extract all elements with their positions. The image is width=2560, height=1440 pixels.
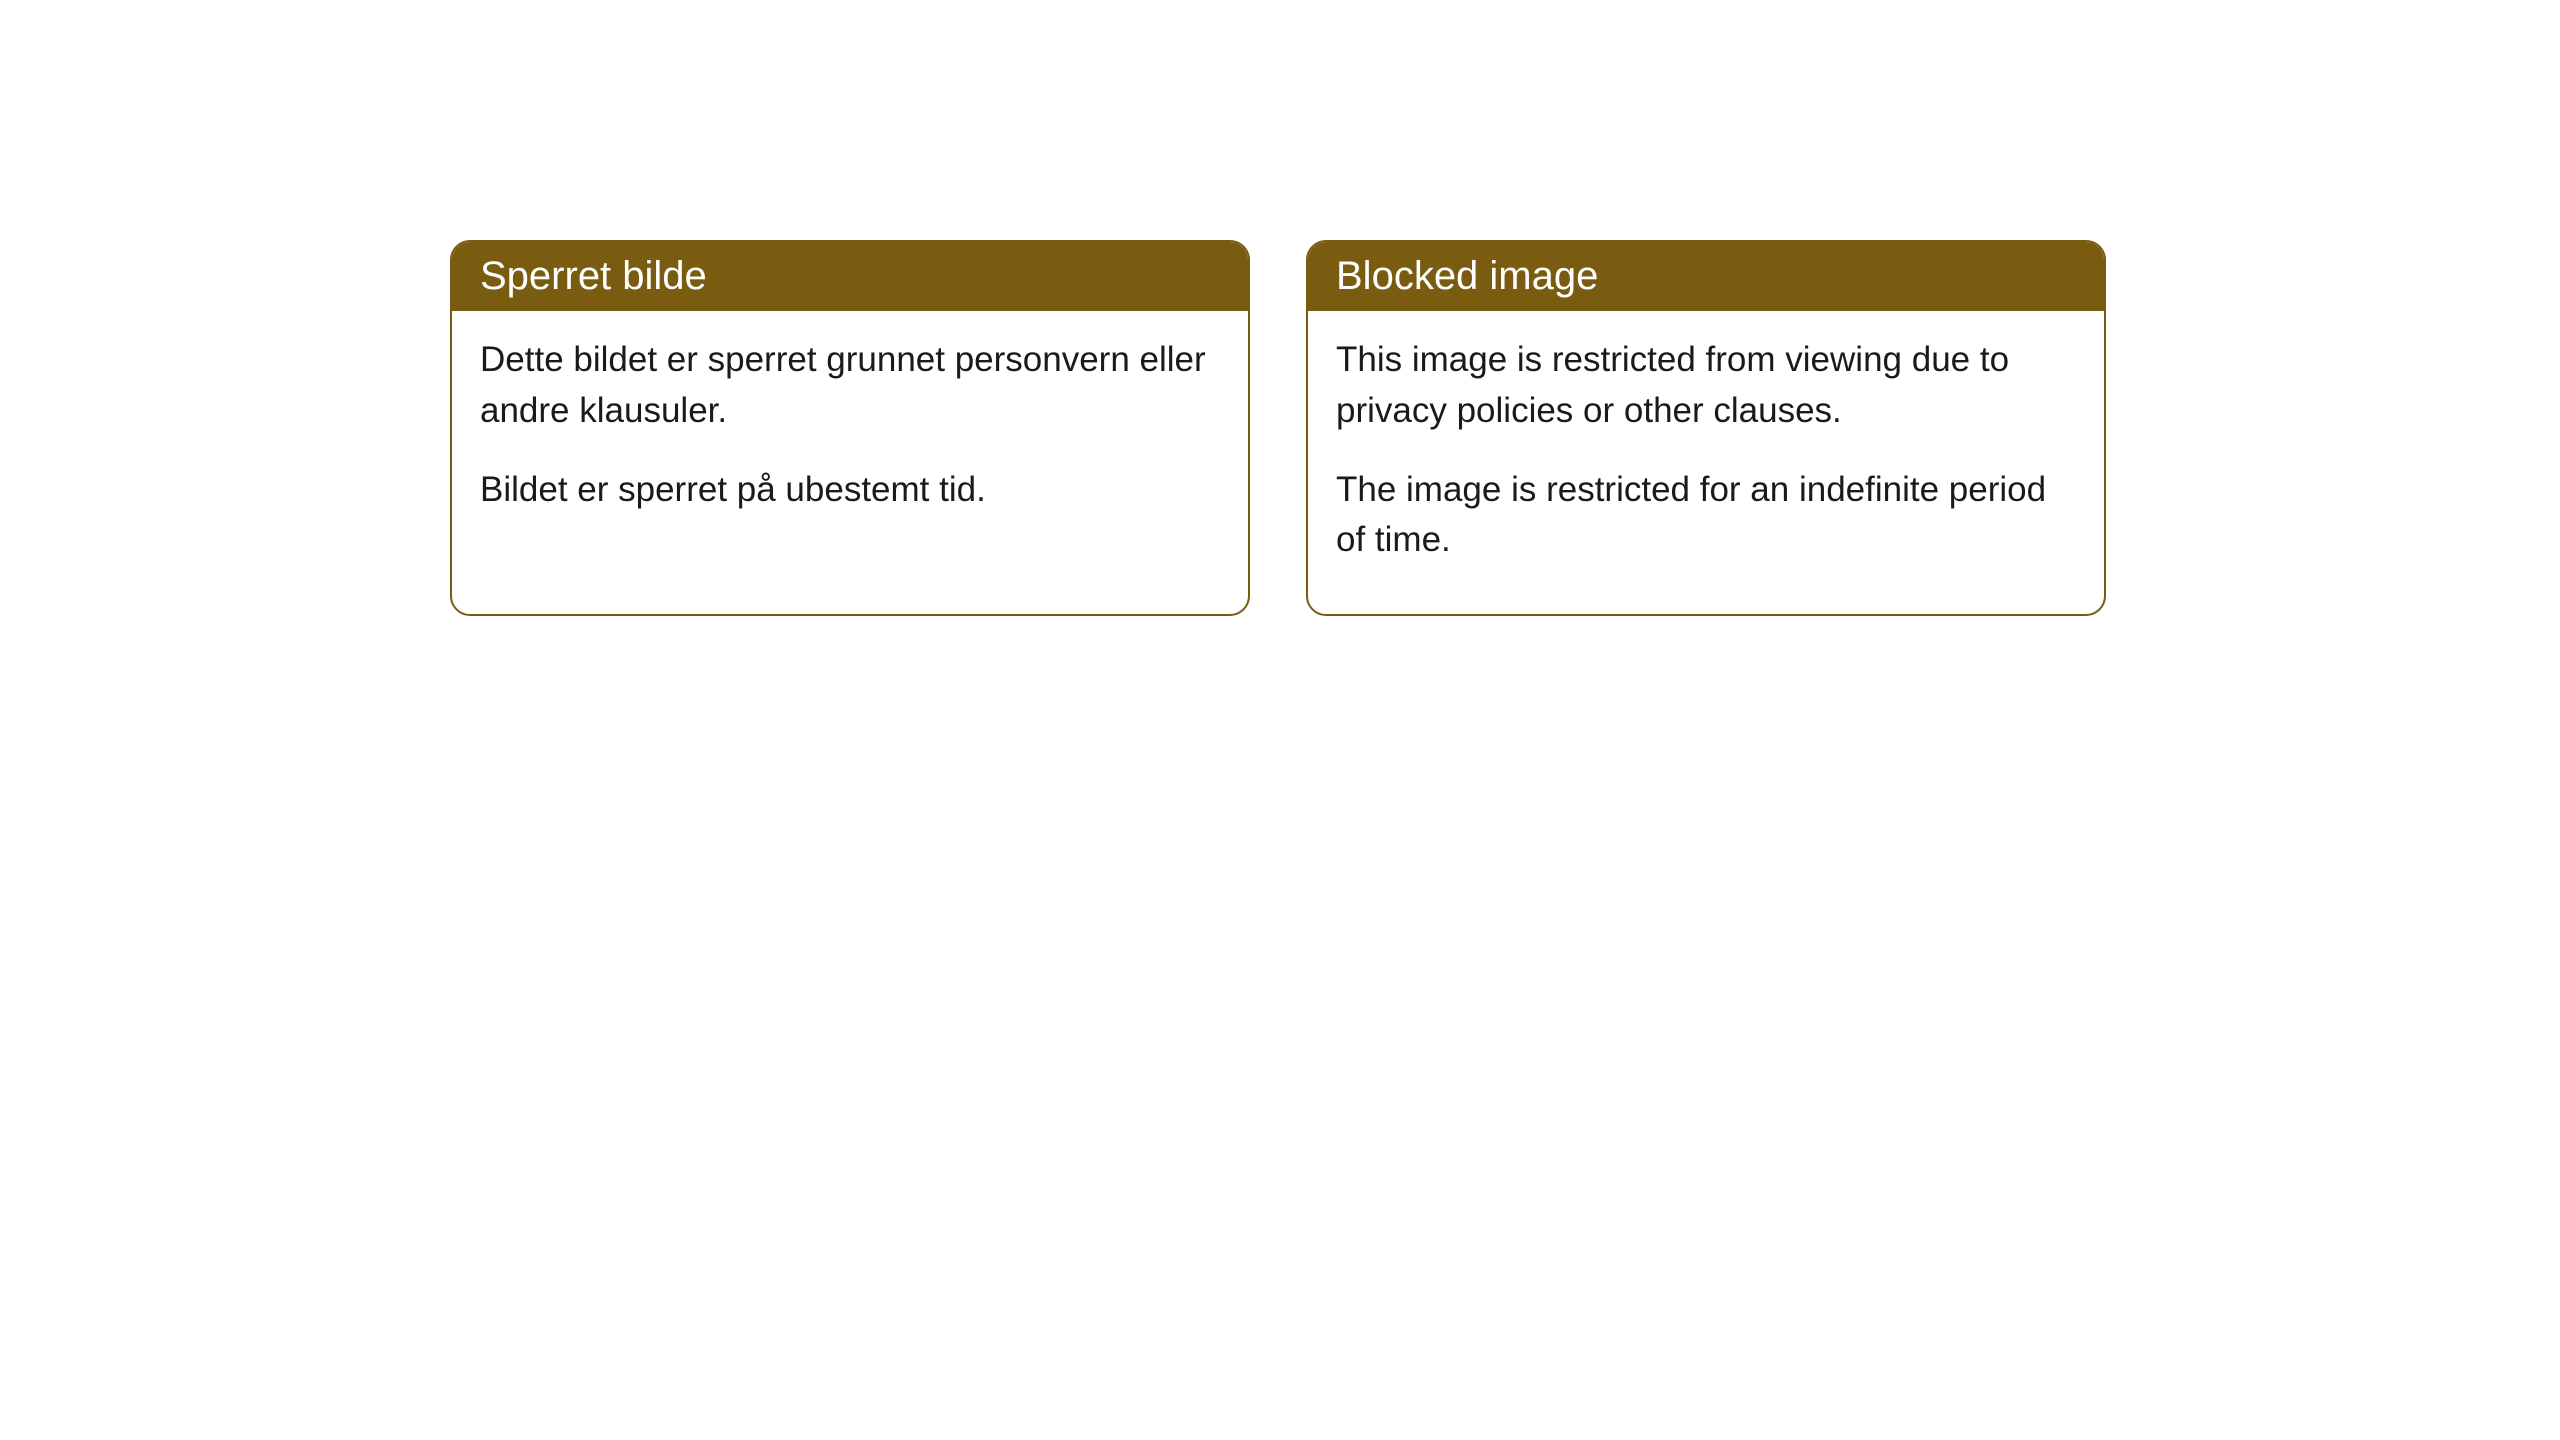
card-title: Sperret bilde [480,254,707,298]
card-title: Blocked image [1336,254,1598,298]
card-paragraph: This image is restricted from viewing du… [1336,335,2076,437]
notice-cards-container: Sperret bilde Dette bildet er sperret gr… [450,240,2106,616]
card-paragraph: The image is restricted for an indefinit… [1336,465,2076,567]
card-body: Dette bildet er sperret grunnet personve… [452,311,1248,563]
blocked-image-card-norwegian: Sperret bilde Dette bildet er sperret gr… [450,240,1250,616]
card-paragraph: Dette bildet er sperret grunnet personve… [480,335,1220,437]
card-body: This image is restricted from viewing du… [1308,311,2104,614]
blocked-image-card-english: Blocked image This image is restricted f… [1306,240,2106,616]
card-paragraph: Bildet er sperret på ubestemt tid. [480,465,1220,516]
card-header: Sperret bilde [452,242,1248,311]
card-header: Blocked image [1308,242,2104,311]
